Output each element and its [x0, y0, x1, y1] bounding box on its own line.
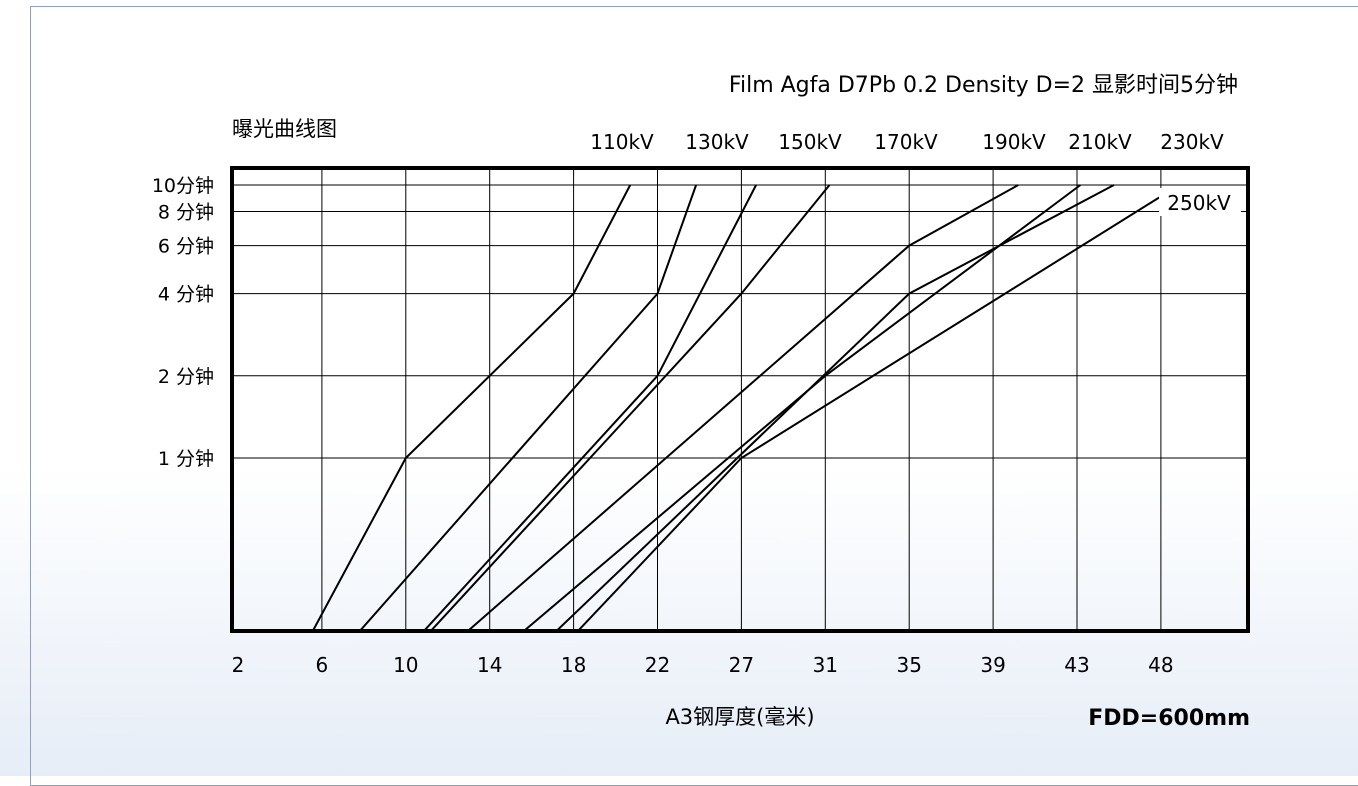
x-tick-label: 35 — [896, 653, 921, 677]
x-tick-label: 10 — [393, 653, 418, 677]
x-tick-label: 6 — [316, 653, 329, 677]
series-label-230kv: 230kV — [1160, 130, 1224, 154]
series-label-250kv: 250kV — [1167, 191, 1231, 215]
y-tick-label: 1 分钟 — [158, 448, 214, 470]
series-label-background — [1159, 188, 1241, 216]
x-tick-label: 31 — [813, 653, 838, 677]
y-tick-label: 6 分钟 — [158, 236, 214, 258]
y-tick-label: 4 分钟 — [158, 284, 214, 306]
series-label-130kv: 130kV — [685, 130, 749, 154]
series-label-150kv: 150kV — [778, 130, 842, 154]
series-line-130kv — [358, 184, 698, 631]
x-tick-label: 27 — [729, 653, 754, 677]
series-line-190kv — [466, 184, 1019, 631]
x-tick-label: 18 — [561, 653, 586, 677]
x-tick-label: 2 — [232, 653, 245, 677]
series-line-110kv — [311, 184, 632, 631]
x-tick-label: 14 — [477, 653, 502, 677]
chart-subtitle: 曝光曲线图 — [232, 117, 337, 141]
series-label-210kv: 210kV — [1068, 130, 1132, 154]
plot-area-border — [230, 166, 1250, 633]
series-line-150kv — [422, 184, 757, 631]
series-label-190kv: 190kV — [982, 130, 1046, 154]
x-tick-label: 22 — [645, 653, 670, 677]
series-line-250kv — [576, 196, 1160, 631]
chart-title: Film Agfa D7Pb 0.2 Density D=2 显影时间5分钟 — [729, 73, 1238, 98]
series-line-230kv — [555, 184, 1115, 631]
y-tick-label: 10分钟 — [152, 175, 214, 197]
series-label-110kv: 110kV — [590, 130, 654, 154]
y-tick-label: 2 分钟 — [158, 366, 214, 388]
fdd-footnote: FDD=600mm — [1088, 706, 1250, 731]
y-tick-label: 8 分钟 — [158, 202, 214, 224]
series-label-170kv: 170kV — [874, 130, 938, 154]
x-axis-label: A3钢厚度(毫米) — [665, 705, 814, 729]
series-line-170kv — [429, 184, 831, 631]
x-tick-label: 43 — [1064, 653, 1089, 677]
x-tick-label: 48 — [1148, 653, 1173, 677]
x-tick-label: 39 — [980, 653, 1005, 677]
